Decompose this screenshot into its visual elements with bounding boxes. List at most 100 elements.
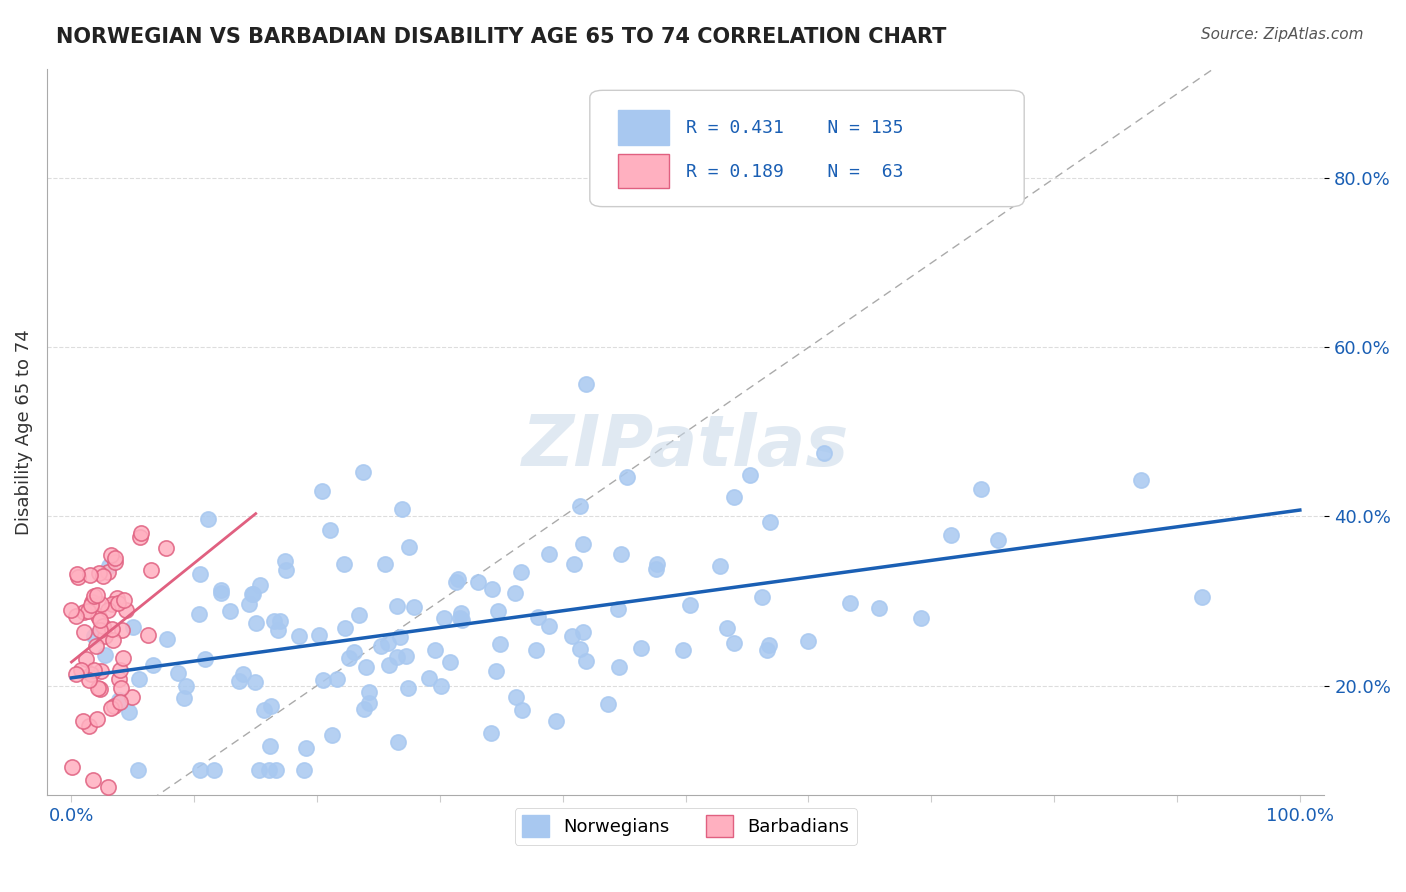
Point	[243, 675, 266, 690]
Point	[318, 523, 340, 537]
Point	[105, 591, 128, 605]
Point	[187, 607, 209, 622]
Point	[568, 642, 591, 657]
Point	[155, 541, 177, 555]
Point	[510, 566, 533, 580]
Point	[111, 623, 134, 637]
Point	[269, 614, 291, 628]
Point	[970, 482, 993, 496]
Point	[572, 537, 595, 551]
Point	[73, 625, 96, 640]
Point	[121, 690, 143, 704]
Point	[118, 705, 141, 719]
Point	[544, 714, 567, 729]
Point	[430, 679, 453, 693]
Point	[249, 578, 271, 592]
Point	[353, 465, 375, 479]
Point	[939, 528, 962, 542]
Point	[104, 555, 127, 569]
Point	[247, 763, 270, 777]
Point	[645, 558, 668, 572]
Point	[485, 664, 508, 678]
Point	[1191, 591, 1213, 605]
Legend: Norwegians, Barbadians: Norwegians, Barbadians	[515, 808, 856, 845]
Point	[80, 595, 103, 609]
Point	[101, 598, 124, 612]
Point	[128, 530, 150, 544]
Point	[374, 558, 396, 572]
Point	[110, 695, 132, 709]
Point	[89, 624, 111, 638]
Point	[100, 548, 122, 562]
Point	[308, 628, 330, 642]
Point	[89, 682, 111, 697]
Point	[645, 562, 668, 576]
Point	[245, 616, 267, 631]
Point	[326, 672, 349, 686]
Point	[575, 377, 598, 392]
Point	[79, 568, 101, 582]
Point	[253, 703, 276, 717]
Point	[122, 620, 145, 634]
Point	[79, 719, 101, 733]
Point	[910, 611, 932, 625]
Point	[510, 703, 533, 717]
Point	[107, 596, 129, 610]
Point	[337, 650, 360, 665]
Point	[139, 563, 162, 577]
Point	[398, 540, 420, 554]
Point	[503, 586, 526, 600]
Point	[751, 591, 773, 605]
Text: R = 0.189    N =  63: R = 0.189 N = 63	[686, 162, 903, 181]
Point	[354, 660, 377, 674]
Point	[723, 490, 745, 504]
Point	[486, 604, 509, 618]
Point	[87, 610, 110, 624]
Point	[128, 672, 150, 686]
Point	[987, 533, 1010, 548]
Point	[444, 574, 467, 589]
Point	[607, 659, 630, 673]
Point	[561, 630, 583, 644]
Point	[72, 714, 94, 729]
Point	[97, 565, 120, 579]
Point	[127, 763, 149, 777]
Point	[575, 654, 598, 668]
Point	[537, 547, 560, 561]
Point	[197, 512, 219, 526]
Point	[610, 547, 633, 561]
Point	[479, 726, 502, 740]
Point	[80, 667, 103, 681]
FancyBboxPatch shape	[591, 90, 1024, 207]
Point	[115, 603, 138, 617]
Point	[259, 763, 281, 777]
Point	[97, 558, 120, 573]
Text: Source: ZipAtlas.com: Source: ZipAtlas.com	[1201, 27, 1364, 42]
Point	[110, 681, 132, 695]
Point	[87, 681, 110, 695]
Point	[83, 663, 105, 677]
Point	[174, 679, 197, 693]
Point	[385, 650, 408, 665]
Point	[526, 609, 548, 624]
Point	[377, 636, 399, 650]
Point	[598, 697, 620, 711]
Point	[347, 608, 370, 623]
Point	[797, 633, 820, 648]
Point	[537, 619, 560, 633]
Point	[267, 623, 290, 637]
Point	[108, 693, 131, 707]
Point	[402, 599, 425, 614]
Point	[240, 587, 263, 601]
Point	[391, 501, 413, 516]
Point	[83, 589, 105, 603]
Point	[387, 734, 409, 748]
Point	[111, 651, 134, 665]
Point	[156, 632, 179, 647]
Point	[395, 648, 418, 663]
Point	[69, 664, 91, 678]
Point	[108, 672, 131, 686]
Point	[202, 763, 225, 777]
Point	[100, 701, 122, 715]
Point	[388, 630, 411, 644]
